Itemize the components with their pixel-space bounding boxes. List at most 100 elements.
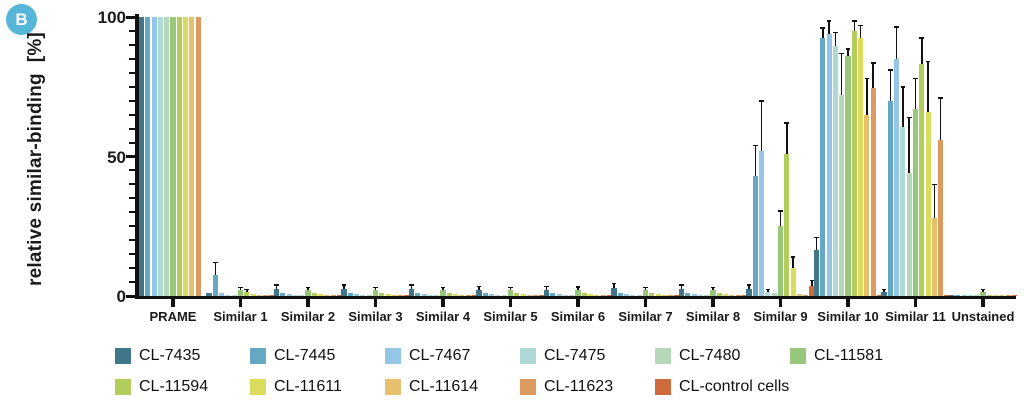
bar [858,37,864,296]
bar [729,294,735,296]
x-group-tick [981,299,985,307]
error-bar-cap [833,31,838,34]
bar [507,290,514,296]
bar [876,294,883,296]
error-bar [343,284,345,289]
error-bar-cap [913,77,918,80]
y-minor-tick [129,169,135,172]
error-bar-cap [906,116,912,119]
x-category-label: Similar 7 [618,309,673,324]
bar [465,294,471,296]
legend-label: CL-11614 [409,378,479,395]
legend-swatch [520,348,536,364]
y-major-tick [126,155,135,158]
legend-swatch [385,348,401,364]
bar [796,293,802,296]
bar [280,293,286,296]
y-minor-tick [129,85,135,88]
bar [421,293,427,296]
bar [999,295,1005,296]
x-category-label: Similar 11 [885,309,946,324]
error-bar [410,284,413,289]
x-group-tick [171,299,175,307]
error-bar [779,210,782,227]
legend-swatch [385,379,401,395]
bar [489,293,495,296]
bar [562,294,568,296]
bar [263,294,269,296]
y-minor-tick [129,71,135,74]
legend-item: CL-control cells [655,377,789,397]
bar [691,293,697,296]
error-bar-cap [887,69,893,71]
error-bar-cap [679,284,684,286]
bar [649,292,655,296]
bar [176,17,182,296]
error-bar [847,49,849,57]
error-bar [872,63,874,89]
bar [636,294,642,296]
x-category-label: Similar 4 [415,309,471,324]
bar [938,139,944,296]
legend-item: CL-7467 [385,346,470,366]
bar [661,294,667,296]
bar [330,294,336,296]
error-bar-cap [790,256,796,258]
bar [912,109,919,296]
x-category-label: Similar 8 [685,309,741,324]
legend-label: CL-control cells [679,378,790,395]
bar [520,293,526,296]
y-minor-tick [129,127,135,130]
error-bar [822,28,824,38]
bar [809,286,815,296]
error-bar-cap [238,286,243,289]
bar [617,293,623,296]
bar [170,17,176,296]
bar [476,289,482,296]
bar [581,293,587,296]
error-bar [921,37,923,65]
legend-label: CL-7445 [274,347,336,364]
error-bar-cap [508,286,513,289]
bar [803,294,809,296]
error-bar-cap [778,210,783,212]
x-category-label: PRAME [149,309,197,324]
error-bar-cap [274,284,279,286]
y-tick-label: 0 [116,287,126,306]
bar [354,293,360,296]
bar [453,293,459,296]
error-bar-cap [858,24,863,27]
error-bar [828,21,830,34]
legend-swatch [115,379,131,395]
legend-label: CL-11611 [274,378,342,395]
bar [765,291,771,296]
y-minor-tick [129,197,135,200]
error-bar-cap [900,85,906,88]
bar [336,295,343,296]
legend-item: CL-11614 [385,377,478,397]
error-bar [374,287,377,291]
bar [630,294,636,296]
error-bar-cap [440,286,446,289]
bar [735,294,741,296]
bar [752,176,758,296]
x-category-label: Similar 2 [280,309,336,324]
bar [311,293,317,296]
bar [372,290,379,296]
bar [164,17,170,296]
legend-label: CL-11581 [814,347,884,364]
error-bar-cap [809,279,815,282]
error-bar [613,283,615,288]
bar [482,293,488,296]
bar [440,290,446,296]
error-bar [840,53,843,96]
bar [415,293,421,296]
error-bar-cap [826,20,832,23]
legend-item: CL-11594 [115,377,208,397]
error-bar-cap [409,284,414,286]
error-bar [760,100,763,151]
legend-swatch [250,379,266,395]
bar [526,294,532,296]
y-major-tick [126,294,135,298]
bar [851,30,857,296]
